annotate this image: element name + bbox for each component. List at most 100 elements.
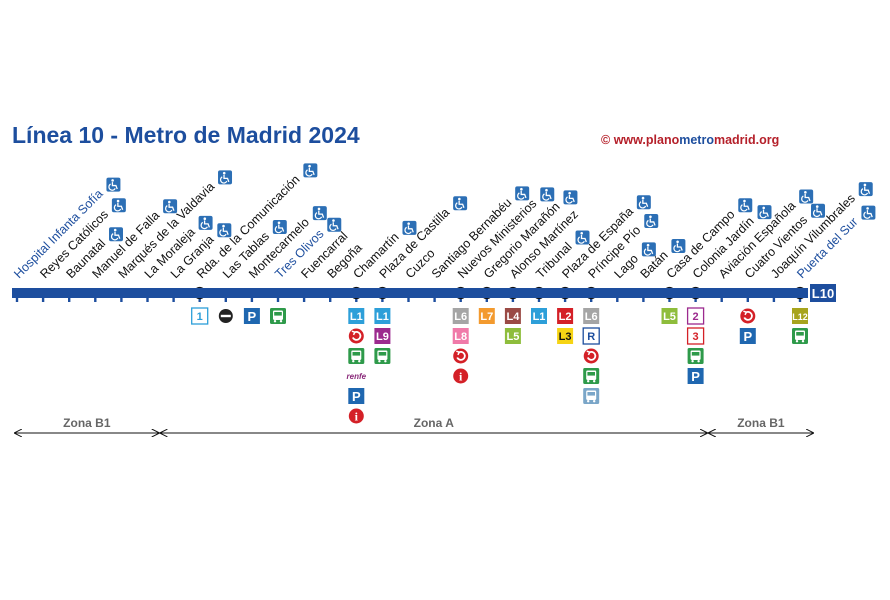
line-badge-l6[interactable]: L6 xyxy=(583,308,600,324)
line-badge-l5[interactable]: L5 xyxy=(661,308,678,324)
wheelchair-body xyxy=(278,224,285,232)
line-badge-bg xyxy=(374,308,391,324)
wheelchair-body xyxy=(676,243,683,251)
line-badge-text: L7 xyxy=(480,311,493,323)
line-badge-text: 1 xyxy=(197,311,203,323)
cercanias-bg xyxy=(583,348,599,364)
wheelchair-head xyxy=(676,240,679,244)
line-badge-l2[interactable]: L2 xyxy=(557,308,574,324)
line-badge-bg xyxy=(374,328,391,344)
station-tick xyxy=(459,298,462,302)
wheelchair-wheel xyxy=(108,183,116,191)
bus-icon xyxy=(348,348,365,364)
copyright-tld: .org xyxy=(755,133,780,147)
line-badge-l7[interactable]: L7 xyxy=(478,308,495,324)
line-badge-l1[interactable]: L1 xyxy=(531,308,547,324)
wheelchair-body xyxy=(545,191,552,200)
bus-window xyxy=(796,332,804,336)
bus-wheel xyxy=(378,360,381,363)
connections-colonia-jardin: 2 3 P xyxy=(686,307,705,384)
bus-icon xyxy=(270,308,286,324)
wheelchair-body xyxy=(816,208,823,216)
wheelchair-icon xyxy=(198,215,213,230)
line-badge-l8[interactable]: L8 xyxy=(452,328,469,344)
bus-wheel xyxy=(384,360,387,363)
connections-principe-pio: L6 R xyxy=(582,308,600,404)
wheelchair-head xyxy=(804,191,807,194)
wheelchair-head xyxy=(222,224,225,228)
wheelchair-icon xyxy=(799,189,814,204)
wheelchair-wheel xyxy=(455,202,463,210)
wheelchair-wheel xyxy=(219,229,227,237)
zone-zona-b1-2: Zona B1 xyxy=(709,416,813,433)
line-badge-l1[interactable]: L1 xyxy=(374,308,391,324)
wheelchair-icon xyxy=(303,163,318,178)
bus-wheel xyxy=(691,360,694,363)
connections-plaza-de-castilla: L1 L9 xyxy=(374,308,391,364)
line-badge-bg xyxy=(452,308,469,324)
bus-window xyxy=(587,392,595,396)
wheelchair-icon xyxy=(563,190,578,205)
wheelchair-wheel xyxy=(274,225,283,234)
info-bg xyxy=(348,408,364,424)
line-badge-r[interactable]: R xyxy=(582,327,600,345)
wheelchair-body xyxy=(222,227,229,236)
metro-ligero-icon xyxy=(218,309,233,323)
copyright-plano: plano xyxy=(645,133,680,147)
line-code: L10 xyxy=(812,286,834,301)
wheelchair-body xyxy=(647,246,654,255)
wheelchair-head xyxy=(743,199,746,203)
line-badge-l4[interactable]: L4 xyxy=(504,308,521,324)
line-badge-l3[interactable]: L3 xyxy=(557,328,574,344)
wheelchair-body xyxy=(642,199,649,207)
station-tick xyxy=(172,298,175,302)
wheelchair-wheel xyxy=(200,221,208,230)
bus-wheel xyxy=(697,360,700,363)
copyright-metro: metro xyxy=(679,133,714,147)
bus-wheel xyxy=(587,400,590,403)
wheelchair-head xyxy=(332,219,335,222)
wheelchair-icon xyxy=(861,205,876,220)
wheelchair-body xyxy=(520,190,527,199)
line-badge-2[interactable]: 2 xyxy=(686,307,705,325)
wheelchair-head xyxy=(116,199,120,203)
wheelchair-wheel xyxy=(646,219,654,228)
cercanias-arrow xyxy=(743,310,748,316)
copyright-notice[interactable]: © www.planometromadrid.org xyxy=(601,133,779,147)
station-tick xyxy=(485,298,488,302)
wheelchair-wheel xyxy=(314,212,323,220)
station-tick xyxy=(590,298,593,302)
wheelchair-icon xyxy=(575,230,590,245)
line-badge-bg xyxy=(583,308,600,324)
line-badge-l12[interactable]: L12 xyxy=(792,308,808,324)
wheelchair-head xyxy=(113,228,117,232)
wheelchair-wheel xyxy=(759,211,767,219)
wheelchair-body xyxy=(111,182,118,190)
wheelchair-head xyxy=(203,217,207,221)
wheelchair-icon xyxy=(641,242,656,257)
wheelchair-head xyxy=(167,200,171,204)
parking-bg xyxy=(739,328,756,344)
zone-zona-a-1: Zona A xyxy=(161,416,707,433)
cercanias-mark xyxy=(586,351,597,361)
station-tick xyxy=(668,298,671,302)
wheelchair-icon xyxy=(757,205,772,220)
bus-window xyxy=(691,352,700,356)
line-badge-1[interactable]: 1 xyxy=(191,307,209,325)
wheelchair-body xyxy=(203,220,211,228)
wheelchair-head xyxy=(222,171,226,175)
connections-las-tablas xyxy=(218,309,233,323)
station-tick xyxy=(250,298,254,302)
line-badge-3[interactable]: 3 xyxy=(686,327,705,345)
line-badge-l1[interactable]: L1 xyxy=(348,308,365,324)
line-badge-l9[interactable]: L9 xyxy=(374,328,391,344)
intercity-bus-icon xyxy=(583,388,600,404)
line-badge-text: L5 xyxy=(506,331,519,343)
station-hospital-infanta-sofia[interactable]: Hospital Infanta Sofía xyxy=(11,177,121,302)
wheelchair-icon xyxy=(811,203,826,218)
wheelchair-icon xyxy=(272,219,287,234)
wheelchair-icon xyxy=(644,213,659,228)
line-badge-l5[interactable]: L5 xyxy=(504,328,521,344)
wheelchair-wheel xyxy=(329,223,337,231)
line-badge-l6[interactable]: L6 xyxy=(452,308,469,324)
